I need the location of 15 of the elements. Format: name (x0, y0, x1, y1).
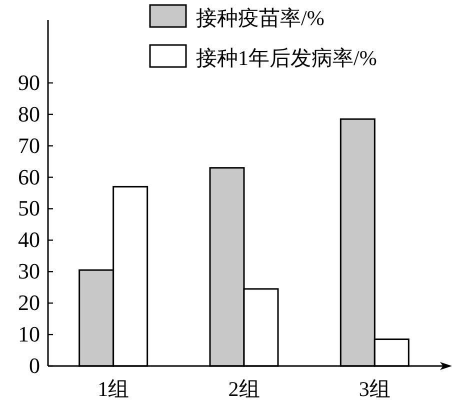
y-tick-label: 20 (18, 290, 40, 316)
legend-label: 接种疫苗率/% (196, 6, 324, 30)
y-tick-label: 70 (18, 132, 40, 158)
y-tick-label: 50 (18, 196, 40, 221)
legend-label: 接种1年后发病率/% (196, 46, 377, 70)
y-tick-label: 40 (18, 227, 40, 252)
x-tick-label: 1组 (98, 377, 130, 401)
x-tick-label: 2组 (228, 377, 260, 401)
y-tick-label: 80 (18, 101, 40, 126)
y-tick-label: 60 (18, 164, 40, 190)
y-tick-label: 30 (18, 258, 40, 284)
y-tick-label: 10 (18, 322, 40, 347)
y-tick-label: 0 (29, 353, 40, 378)
y-tick-label: 90 (18, 70, 40, 95)
x-tick-label: 3组 (358, 377, 390, 401)
